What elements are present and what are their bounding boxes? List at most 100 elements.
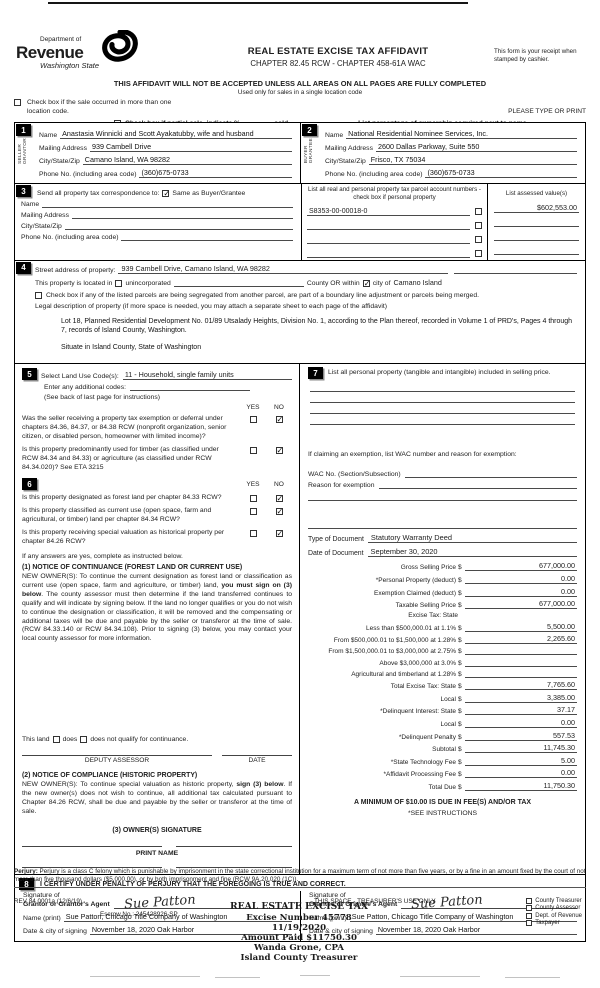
document-date-field[interactable]: September 30, 2020 (367, 547, 577, 558)
county-assessor-checkbox[interactable] (526, 905, 533, 911)
grantor-print-name-field[interactable]: Sue Patton, Chicago Title Company of Was… (63, 912, 292, 923)
this-land-label: This land (22, 736, 50, 744)
tax-line-subtotal: Subtotal $11,745.30 (432, 743, 577, 754)
land-does-not-checkbox[interactable] (80, 736, 88, 744)
grantee-date-field[interactable]: November 18, 2020 Oak Harbor (375, 925, 577, 936)
parcel-number-field[interactable]: S8353-00-00018-0 (307, 208, 470, 216)
parcel-personal-checkbox-1[interactable] (475, 207, 482, 215)
additional-codes-label: Enter any additional codes: (44, 384, 126, 392)
seller-phone-field[interactable]: (360)675-0733 (139, 168, 292, 178)
county-field[interactable] (173, 285, 304, 287)
personal-property-deduct-field[interactable]: 0.00 (465, 574, 577, 584)
seller-citystatezip-field[interactable]: Camano Island, WA 98282 (82, 155, 292, 165)
taxpayer-checkbox[interactable] (526, 920, 533, 926)
deputy-assessor-signature-line[interactable]: DEPUTY ASSESSOR (22, 755, 212, 764)
tax-line-delinquent-local: Local $0.00 (440, 718, 577, 728)
seller-name-label: Name (39, 132, 58, 139)
owner-signature-line[interactable] (22, 846, 162, 848)
reason-field[interactable] (378, 481, 577, 490)
city-checkbox[interactable] (362, 279, 370, 288)
assessed-value-field[interactable] (494, 219, 579, 227)
blank-line[interactable] (308, 519, 577, 530)
tier1-tax-field[interactable]: 5,500.00 (465, 622, 577, 632)
grantor-sig-label: Signature of (23, 892, 60, 900)
parcel-number-field[interactable] (307, 250, 470, 258)
tax-line-personal: *Personal Property (deduct) $0.00 (375, 573, 577, 584)
local-tax-field[interactable]: 3,385.00 (465, 693, 577, 703)
document-type-field[interactable]: Statutory Warranty Deed (367, 533, 577, 544)
multi-location-checkbox[interactable] (14, 99, 21, 106)
same-as-buyer-checkbox[interactable] (162, 189, 170, 198)
parcel-number-field[interactable] (307, 236, 470, 244)
deputy-date-line[interactable]: DATE (222, 755, 292, 764)
print-name-line[interactable] (22, 867, 162, 869)
unincorporated-checkbox[interactable] (115, 279, 123, 287)
gross-selling-price-field[interactable]: 677,000.00 (465, 561, 577, 572)
assessed-value-field[interactable]: $602,553.00 (494, 203, 579, 213)
owner-signature-line-2[interactable] (175, 846, 292, 848)
tier4-tax-field[interactable] (465, 658, 577, 667)
street-address-field-extra[interactable] (454, 272, 577, 274)
seller-address-field[interactable]: 939 Cambell Drive (89, 142, 292, 152)
city-value[interactable]: Camano Island (393, 277, 442, 287)
q4-no-checkbox[interactable] (275, 507, 283, 516)
land-use-field[interactable]: 11 - Household, single family units (122, 370, 292, 381)
delinquent-interest-local-field[interactable]: 0.00 (465, 718, 577, 728)
q4-yes-checkbox[interactable] (249, 508, 257, 516)
tier2-tax-field[interactable]: 2,265.60 (465, 634, 577, 645)
buyer-phone-field[interactable]: (360)675-0733 (425, 168, 577, 178)
delinquent-interest-state-field[interactable]: 37.17 (465, 705, 577, 716)
grantee-print-name-field[interactable]: Sue Patton, Chicago Title Company of Was… (349, 912, 577, 923)
grantor-signature-field[interactable]: Sue Patton (113, 893, 292, 913)
corr-citystatezip-field[interactable] (64, 222, 293, 230)
print-name-line-2[interactable] (175, 867, 292, 869)
personal-property-line[interactable] (310, 392, 575, 404)
affidavit-processing-fee-field[interactable]: 0.00 (465, 768, 577, 779)
delinquent-penalty-field[interactable]: 557.53 (465, 731, 577, 741)
wac-field[interactable] (404, 470, 577, 479)
segregated-checkbox[interactable] (35, 291, 42, 299)
assessed-value-field[interactable] (494, 233, 579, 241)
taxable-selling-price-field[interactable]: 677,000.00 (465, 599, 577, 610)
personal-property-line[interactable] (310, 414, 575, 426)
grantor-date-field[interactable]: November 18, 2020 Oak Harbor (89, 925, 292, 936)
see-back-note: (See back of last page for instructions) (44, 394, 160, 402)
q3-no-checkbox[interactable] (275, 494, 283, 503)
total-due-field[interactable]: 11,750.30 (465, 781, 577, 791)
personal-property-line[interactable] (310, 381, 575, 393)
land-does-checkbox[interactable] (52, 736, 60, 744)
street-address-field[interactable]: 939 Cambell Drive, Camano Island, WA 982… (118, 264, 449, 274)
grantee-signature-field[interactable]: Sue Patton (401, 893, 577, 913)
q3-yes-checkbox[interactable] (249, 495, 257, 503)
buyer-address-field[interactable]: 2600 Dallas Parkway, Suite 550 (375, 142, 577, 152)
q1-no-checkbox[interactable] (275, 415, 283, 424)
corr-address-field[interactable] (71, 211, 293, 219)
q5-no-checkbox[interactable] (275, 529, 283, 538)
agricultural-tax-field[interactable] (465, 669, 577, 678)
personal-property-line[interactable] (310, 403, 575, 415)
parcel-personal-checkbox-3[interactable] (475, 235, 482, 243)
total-excise-state-field[interactable]: 7,765.60 (465, 680, 577, 691)
q2-no-checkbox[interactable] (275, 446, 283, 455)
tier3-tax-field[interactable] (465, 647, 577, 656)
parcel-personal-checkbox-2[interactable] (475, 221, 482, 229)
parcel-personal-checkbox-4[interactable] (475, 249, 482, 257)
q2-yes-checkbox[interactable] (249, 446, 257, 454)
parcel-number-field[interactable] (307, 222, 470, 230)
state-technology-fee-field[interactable]: 5.00 (465, 756, 577, 766)
corr-name-field[interactable] (42, 200, 293, 208)
exemption-claimed-field[interactable]: 0.00 (465, 587, 577, 597)
q1-yes-checkbox[interactable] (249, 416, 257, 424)
additional-codes-field[interactable] (130, 390, 250, 392)
q5-yes-checkbox[interactable] (249, 530, 257, 537)
corr-phone-field[interactable] (121, 233, 293, 241)
dept-of-revenue-checkbox[interactable] (526, 912, 533, 919)
assessed-value-field[interactable] (494, 247, 579, 255)
seller-name-field[interactable]: Anastasia Winnicki and Scott Ayakatubby,… (60, 129, 292, 139)
buyer-citystatezip-field[interactable]: Frisco, TX 75034 (368, 155, 577, 165)
county-treasurer-checkbox[interactable] (526, 897, 533, 904)
subtotal-field[interactable]: 11,745.30 (465, 743, 577, 754)
buyer-name-field[interactable]: National Residential Nominee Services, I… (346, 129, 577, 139)
scan-artifact-line (48, 2, 468, 4)
reason-continuation-line[interactable] (308, 491, 577, 502)
